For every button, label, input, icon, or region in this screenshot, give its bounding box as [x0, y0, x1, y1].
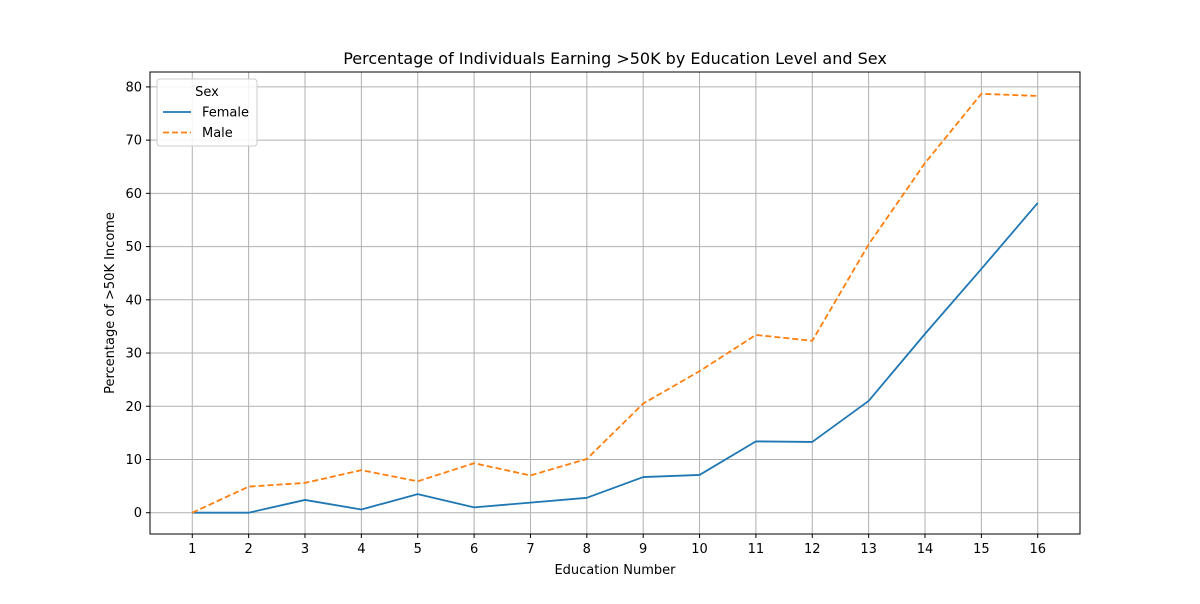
male-series-line	[191, 92, 1038, 514]
y-tick-label: 50	[125, 240, 142, 255]
y-tick-label: 80	[125, 80, 142, 95]
grid-lines	[150, 72, 1080, 534]
y-tick-label: 30	[125, 347, 142, 362]
x-tick-label: 13	[860, 542, 877, 557]
x-tick-label: 14	[917, 542, 934, 557]
data-series	[191, 92, 1039, 514]
legend-items: Female Male	[163, 106, 249, 141]
x-tick-label: 3	[301, 542, 309, 557]
y-tick-label: 20	[125, 400, 142, 415]
x-tick-label: 16	[1029, 542, 1046, 557]
x-tick-label: 9	[639, 542, 647, 557]
x-tick-label: 12	[804, 542, 821, 557]
x-tick-label: 7	[526, 542, 534, 557]
y-tick-label: 0	[134, 506, 142, 521]
x-tick-label: 4	[357, 542, 365, 557]
male-legend-label: Male	[202, 126, 233, 141]
y-axis-label: Percentage of >50K Income	[103, 212, 118, 394]
legend-title: Sex	[195, 85, 219, 100]
x-axis-label: Education Number	[554, 563, 676, 578]
y-axis: 0 10 20 30 40 50 60 70 80	[125, 80, 150, 521]
legend: Sex Female Male	[156, 78, 258, 147]
x-tick-label: 11	[748, 542, 765, 557]
x-tick-label: 8	[583, 542, 591, 557]
x-tick-label: 5	[414, 542, 422, 557]
y-tick-label: 40	[125, 293, 142, 308]
x-tick-label: 15	[973, 542, 990, 557]
female-series-line	[192, 202, 1039, 514]
x-tick-label: 6	[470, 542, 478, 557]
x-tick-label: 1	[188, 542, 196, 557]
female-legend-label: Female	[202, 106, 249, 121]
x-tick-label: 10	[691, 542, 708, 557]
x-tick-label: 2	[244, 542, 252, 557]
chart-title: Percentage of Individuals Earning >50K b…	[343, 49, 887, 68]
legend-box	[156, 78, 258, 147]
x-axis: 1 2 3 4 5 6 7 8 9 10 11 12 13 14 15 16	[188, 534, 1046, 557]
y-tick-label: 70	[125, 134, 142, 149]
y-tick-label: 10	[125, 453, 142, 468]
plot-frame	[149, 71, 1081, 535]
y-tick-label: 60	[125, 187, 142, 202]
